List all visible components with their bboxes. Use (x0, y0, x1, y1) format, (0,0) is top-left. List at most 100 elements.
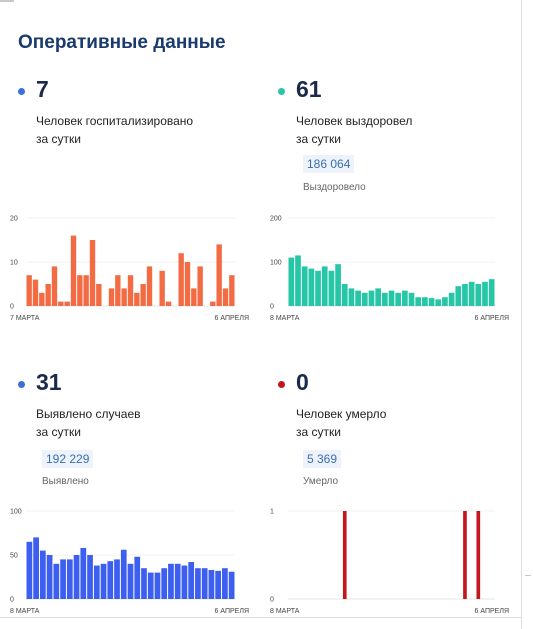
detected-bar (195, 568, 201, 599)
recovered-bar (482, 281, 488, 306)
hospitalized-dot-icon (18, 88, 25, 95)
hospitalized-bar (45, 284, 51, 306)
recovered-total-label: Выздоровело (303, 182, 366, 193)
recovered-bar (301, 266, 308, 306)
died-ytick-label: 1 (270, 509, 274, 516)
recovered-bar (442, 297, 448, 306)
hospitalized-bar (64, 301, 70, 306)
hospitalized-bar (115, 275, 121, 306)
hospitalized-ytick-label: 0 (10, 304, 14, 311)
recovered-bar (355, 290, 361, 306)
detected-bar (39, 550, 46, 599)
hospitalized-value: 7 (36, 76, 49, 102)
died-ytick-label: 0 (270, 597, 274, 604)
recovered-xlabel-end: 6 АПРЕЛЯ (475, 315, 509, 322)
detected-bar (46, 555, 53, 599)
hospitalized-bar (191, 288, 197, 306)
recovered-bar (422, 297, 428, 306)
hospitalized-bar (121, 288, 127, 306)
died-bar (342, 511, 347, 599)
recovered-bar (295, 255, 301, 306)
hospitalized-xlabel-start: 7 МАРТА (10, 315, 40, 322)
frame-side-mark (525, 575, 531, 576)
hospitalized-bar (108, 288, 115, 306)
hospitalized-bar (83, 275, 89, 306)
recovered-bar (455, 286, 462, 306)
recovered-bar (321, 266, 328, 306)
recovered-bar (328, 270, 335, 306)
detected-ytick-label: 50 (10, 553, 18, 560)
detected-bar (87, 555, 93, 599)
recovered-chart: 0 100 200 8 МАРТА 6 АПРЕЛЯ (270, 216, 509, 323)
recovered-bar (475, 284, 482, 306)
detected-bar (66, 559, 73, 599)
hospitalized-desc-line1: Человек госпитализировано (36, 114, 194, 128)
detected-total: 192 229 (42, 450, 94, 468)
recovered-bar (462, 284, 468, 306)
recovered-total: 186 064 (303, 155, 355, 173)
detected-xlabel-start: 8 МАРТА (10, 608, 40, 615)
frame-corner-mark (0, 0, 14, 2)
page-title: Оперативные данные (18, 32, 226, 53)
recovered-dot-icon (278, 88, 285, 95)
hospitalized-bar (58, 301, 64, 306)
recovered-bar (408, 292, 415, 306)
detected-value: 31 (36, 369, 62, 395)
hospitalized-bar (26, 275, 32, 306)
hospitalized-bar (165, 301, 172, 306)
recovered-bar (368, 290, 375, 306)
hospitalized-desc-line2: за сутки (36, 132, 81, 146)
recovered-ytick-label: 200 (270, 216, 282, 223)
died-dot-icon (278, 381, 285, 388)
detected-bar (120, 549, 127, 599)
hospitalized-bar (127, 275, 134, 306)
detected-description: Выявлено случаев за сутки (36, 405, 141, 441)
recovered-bar (335, 264, 341, 306)
hospitalized-chart: 0 10 20 7 МАРТА 6 АПРЕЛЯ (10, 216, 249, 323)
detected-ytick-label: 100 (10, 509, 22, 516)
detected-bar (181, 565, 188, 599)
hospitalized-bar (159, 270, 165, 306)
recovered-bar (308, 268, 315, 306)
recovered-bar (361, 292, 368, 306)
recovered-bar (381, 292, 388, 306)
detected-bar (168, 563, 174, 599)
hospitalized-bar (51, 266, 58, 306)
hospitalized-bar (184, 262, 191, 306)
hospitalized-bar (229, 275, 235, 306)
hospitalized-bar (70, 235, 77, 306)
detected-bar (33, 537, 39, 599)
hospitalized-bar (146, 266, 153, 306)
recovered-description: Человек выздоровел за сутки (296, 112, 412, 148)
hospitalized-description: Человек госпитализировано за сутки (36, 112, 193, 148)
detected-bar (26, 541, 33, 599)
hospitalized-bar (39, 292, 45, 306)
recovered-bar (388, 290, 395, 306)
recovered-desc-line1: Человек выздоровел (296, 114, 413, 128)
died-description: Человек умерло за сутки (296, 405, 386, 441)
recovered-bar (435, 299, 442, 306)
detected-desc-line1: Выявлено случаев (36, 407, 141, 421)
hospitalized-ytick-label: 10 (10, 260, 18, 267)
recovered-bar (448, 292, 455, 306)
recovered-bar (375, 288, 381, 306)
died-bar (463, 511, 467, 599)
died-total-label: Умерло (303, 476, 339, 487)
hospitalized-bar (216, 244, 222, 306)
recovered-bar (402, 290, 408, 306)
died-chart: 0 1 8 МАРТА 6 АПРЕЛЯ (270, 509, 509, 616)
detected-bar (114, 559, 120, 599)
hospitalized-bar (210, 301, 216, 306)
detected-bar (80, 547, 87, 599)
detected-total-label: Выявлено (42, 476, 89, 487)
detected-bar (174, 563, 181, 599)
recovered-bar (415, 297, 422, 306)
hospitalized-bar (222, 288, 229, 306)
recovered-bar (468, 281, 475, 306)
recovered-bar (395, 292, 402, 306)
detected-bar (127, 563, 134, 599)
recovered-ytick-label: 100 (270, 260, 282, 267)
died-value: 0 (296, 369, 309, 395)
detected-bar (208, 569, 215, 599)
died-desc-line1: Человек умерло (296, 407, 387, 421)
